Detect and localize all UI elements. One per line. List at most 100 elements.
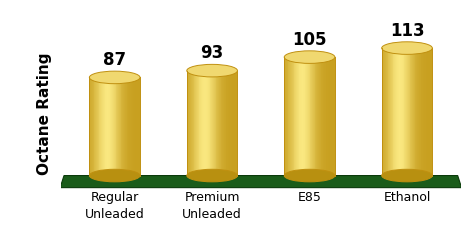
Bar xyxy=(288,57,289,176)
Bar xyxy=(298,57,299,176)
Bar xyxy=(303,57,304,176)
Bar xyxy=(403,48,404,176)
Bar xyxy=(325,57,326,176)
Bar xyxy=(213,71,214,176)
Bar xyxy=(287,57,288,176)
Bar xyxy=(397,48,398,176)
Bar xyxy=(391,48,392,176)
Bar xyxy=(212,71,213,176)
Bar xyxy=(422,48,423,176)
Bar xyxy=(102,77,103,176)
Bar xyxy=(126,77,127,176)
Text: E85: E85 xyxy=(298,191,321,204)
Bar xyxy=(429,48,430,176)
Bar xyxy=(190,71,191,176)
Bar xyxy=(409,48,410,176)
Bar xyxy=(300,57,301,176)
Bar xyxy=(95,77,96,176)
Bar xyxy=(332,57,333,176)
Bar xyxy=(114,77,115,176)
Bar xyxy=(428,48,429,176)
Bar xyxy=(294,57,295,176)
Bar xyxy=(387,48,388,176)
Bar xyxy=(94,77,95,176)
Bar xyxy=(133,77,134,176)
Bar xyxy=(110,77,111,176)
Bar xyxy=(136,77,137,176)
Bar xyxy=(321,57,322,176)
Bar xyxy=(210,71,211,176)
Bar xyxy=(410,48,411,176)
Bar xyxy=(313,57,314,176)
Bar xyxy=(285,57,286,176)
Bar xyxy=(197,71,198,176)
Bar xyxy=(89,77,90,176)
Bar xyxy=(187,71,188,176)
Bar xyxy=(119,77,120,176)
Bar xyxy=(388,48,389,176)
Bar xyxy=(125,77,126,176)
Bar xyxy=(112,77,113,176)
Bar xyxy=(324,57,325,176)
Bar xyxy=(411,48,412,176)
Bar xyxy=(430,48,431,176)
Bar xyxy=(295,57,296,176)
Text: Ethanol: Ethanol xyxy=(384,191,431,204)
Bar xyxy=(394,48,395,176)
Bar xyxy=(320,57,321,176)
Bar xyxy=(105,77,106,176)
Bar xyxy=(93,77,94,176)
Text: Octane Rating: Octane Rating xyxy=(37,53,52,175)
Bar xyxy=(121,77,122,176)
Ellipse shape xyxy=(89,71,140,84)
Bar xyxy=(124,77,125,176)
Text: Premium
Unleaded: Premium Unleaded xyxy=(182,191,242,221)
Bar xyxy=(116,77,117,176)
Bar xyxy=(329,57,330,176)
Bar xyxy=(396,48,397,176)
Bar xyxy=(309,57,310,176)
Bar xyxy=(426,48,427,176)
Bar xyxy=(108,77,109,176)
Bar xyxy=(305,57,306,176)
Bar xyxy=(219,71,220,176)
Bar xyxy=(201,71,202,176)
Bar xyxy=(333,57,334,176)
Bar xyxy=(427,48,428,176)
Bar xyxy=(204,71,205,176)
Bar xyxy=(311,57,312,176)
Bar xyxy=(117,77,118,176)
Bar xyxy=(135,77,136,176)
Bar xyxy=(415,48,416,176)
Bar xyxy=(111,77,112,176)
Bar xyxy=(330,57,331,176)
Bar xyxy=(221,71,222,176)
Bar xyxy=(419,48,420,176)
Bar xyxy=(123,77,124,176)
Bar xyxy=(225,71,226,176)
Text: 87: 87 xyxy=(103,51,126,69)
Bar xyxy=(319,57,320,176)
Bar xyxy=(331,57,332,176)
Bar xyxy=(222,71,223,176)
Bar xyxy=(318,57,319,176)
Bar xyxy=(317,57,318,176)
Bar xyxy=(91,77,92,176)
Bar xyxy=(224,71,225,176)
Bar xyxy=(416,48,417,176)
Ellipse shape xyxy=(187,169,237,182)
Bar xyxy=(131,77,132,176)
Text: 93: 93 xyxy=(201,44,224,62)
Bar xyxy=(327,57,328,176)
Bar xyxy=(104,77,105,176)
Bar xyxy=(205,71,206,176)
Bar xyxy=(100,77,101,176)
Bar xyxy=(424,48,425,176)
Bar xyxy=(326,57,327,176)
Bar xyxy=(216,71,217,176)
Text: 105: 105 xyxy=(292,31,327,49)
Bar xyxy=(390,48,391,176)
Bar xyxy=(115,77,116,176)
Bar xyxy=(297,57,298,176)
Bar xyxy=(132,77,133,176)
